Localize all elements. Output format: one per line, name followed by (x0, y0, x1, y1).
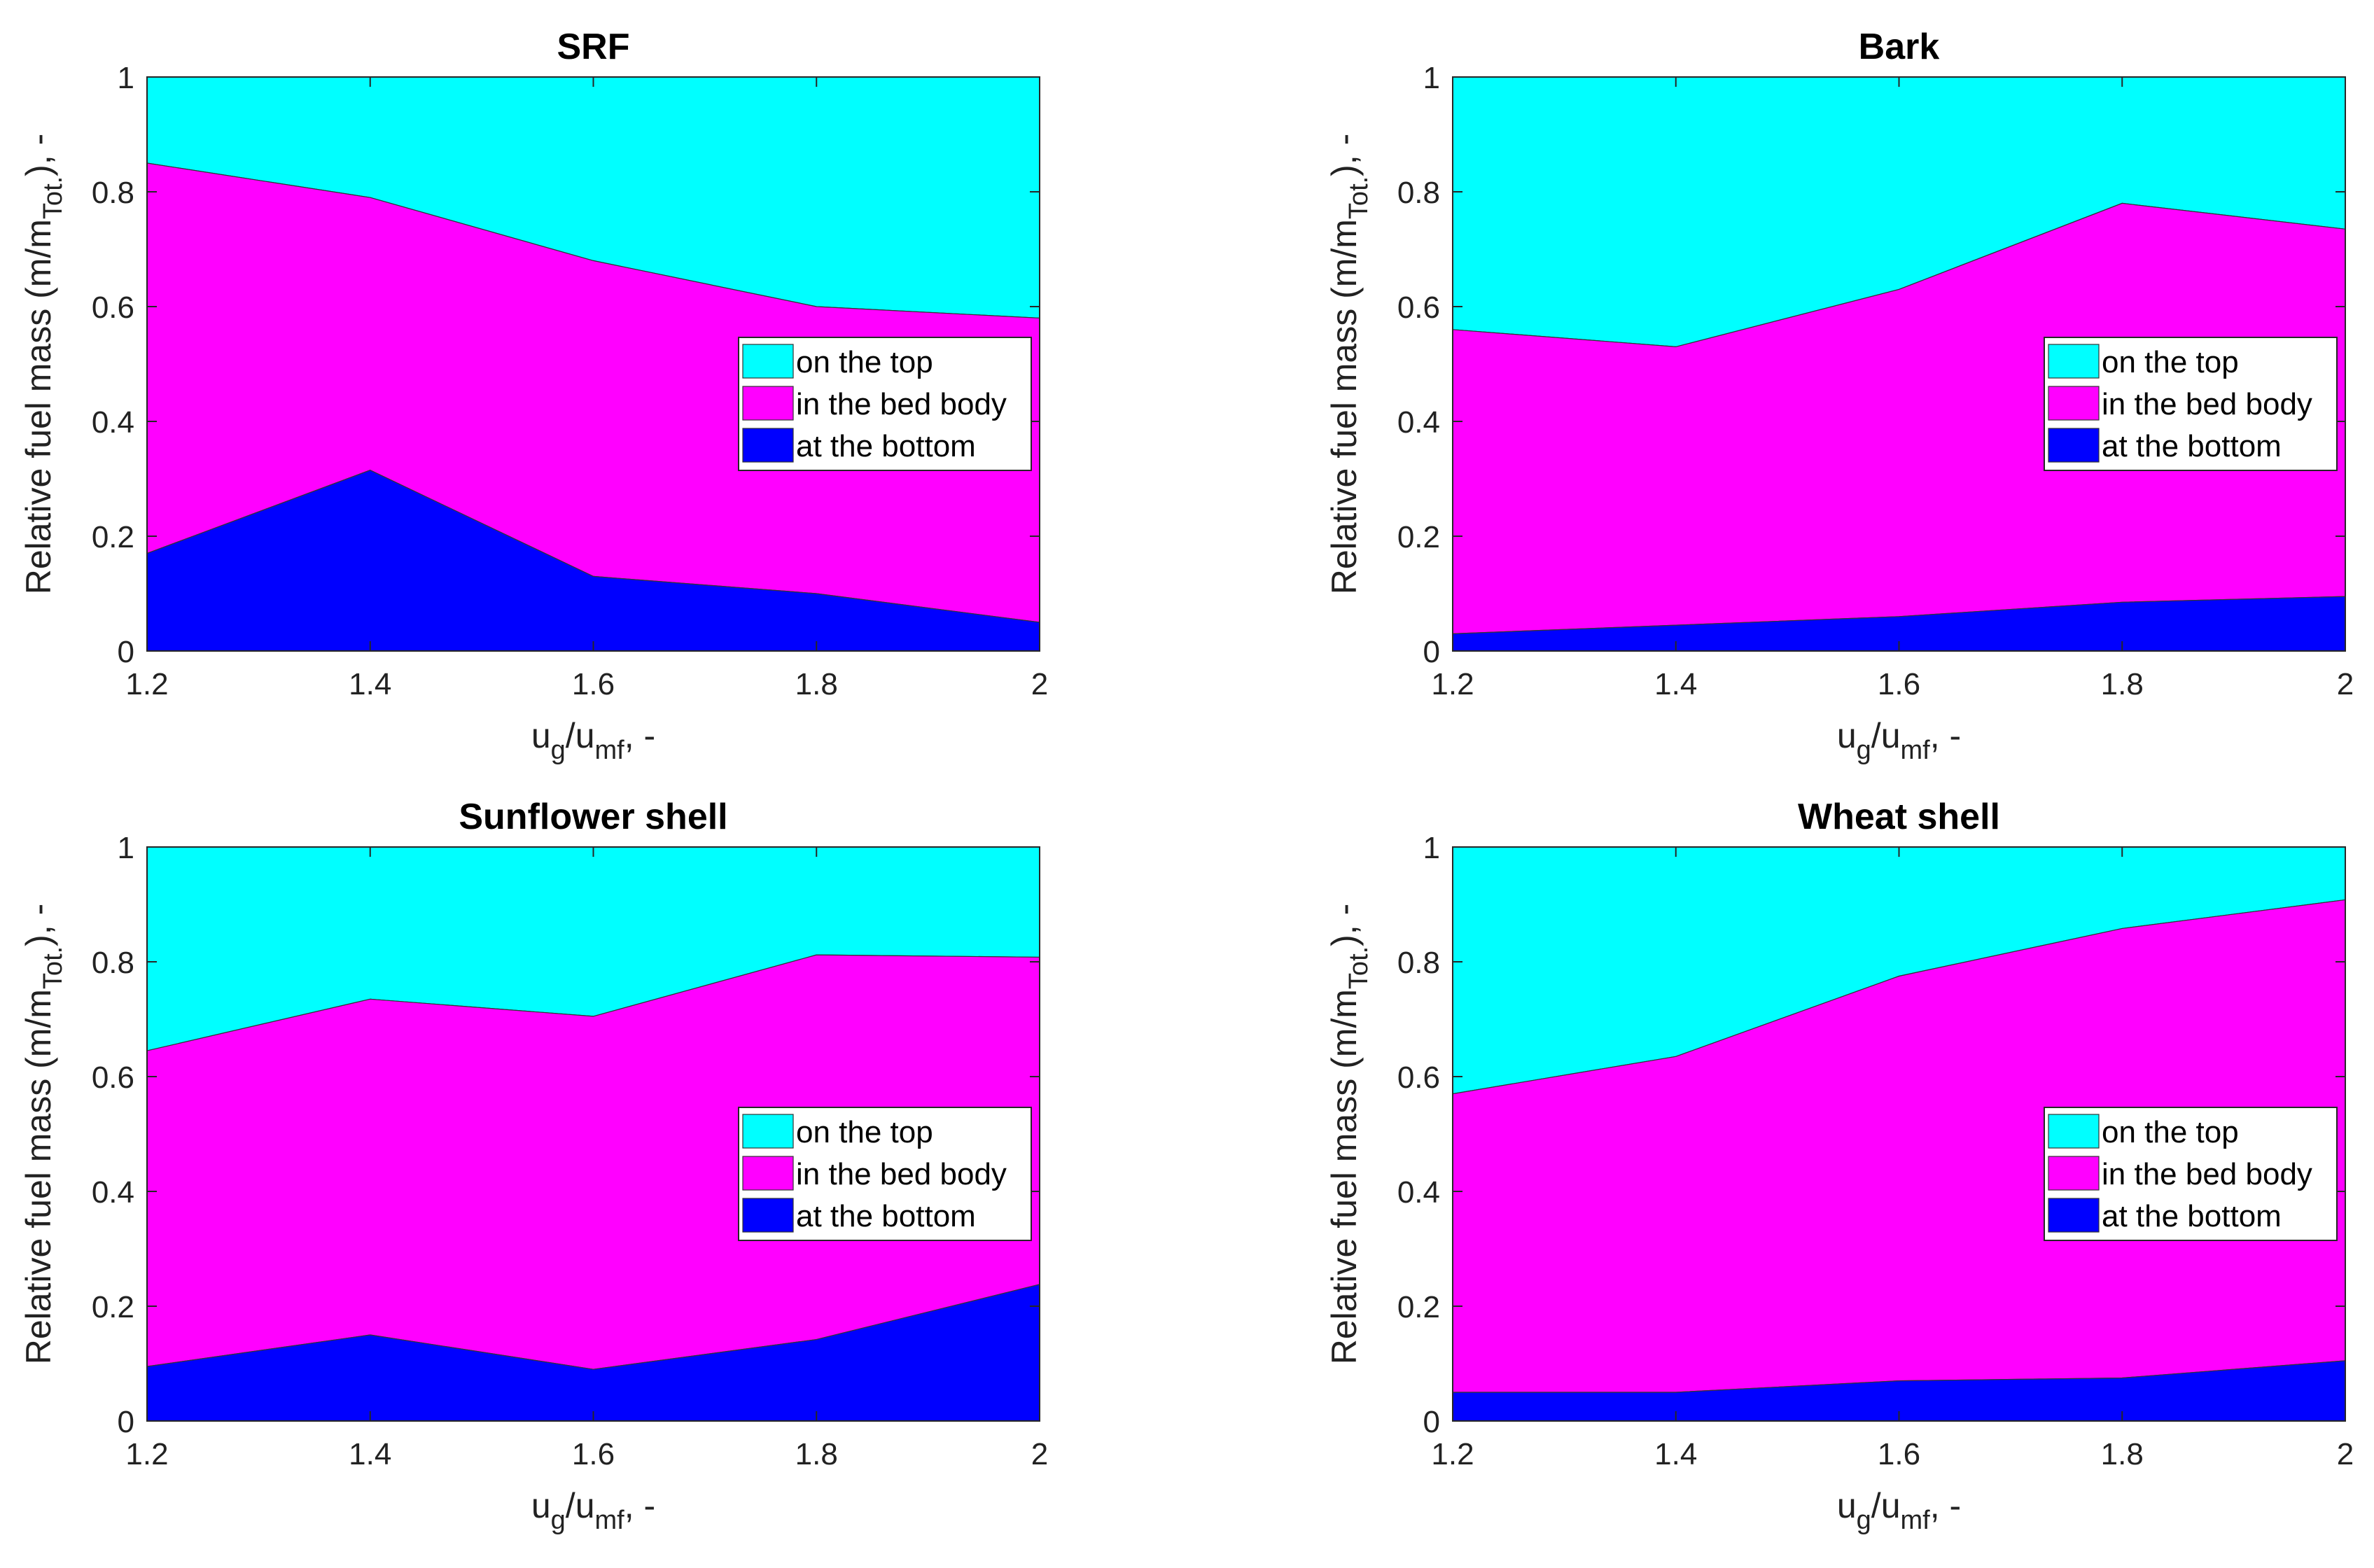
legend-swatch-on-top (2048, 344, 2100, 379)
legend-label-on-top: on the top (796, 345, 933, 379)
chart-title: Bark (1859, 27, 1940, 67)
x-axis-label: ug/umf, - (1837, 716, 1961, 765)
chart-panel-1: 1.2 1.4 1.6 1.8 2 0 0.2 0.4 0.6 0.8 1 SRF ug/umf, - R… (19, 27, 1048, 765)
chart-grid: 1.2 1.4 1.6 1.8 2 0 0.2 0.4 0.6 0.8 1 SRF ug/umf, - R… (19, 27, 2354, 1535)
legend-swatch-bottom (2048, 1198, 2100, 1233)
x-axis-label: ug/umf, - (531, 716, 655, 765)
y-tick-label: 0.2 (1397, 520, 1440, 554)
legend-swatch-on-top (742, 1114, 794, 1149)
x-tick-label: 2 (2337, 667, 2354, 701)
x-tick-label: 1.2 (125, 667, 168, 701)
y-tick-label: 1 (1423, 61, 1440, 95)
chart-panel-4: 1.2 1.4 1.6 1.8 2 0 0.2 0.4 0.6 0.8 1 Wheat shell ug… (1325, 797, 2354, 1535)
legend-label-on-top: on the top (2102, 345, 2239, 379)
legend-swatch-bottom (742, 1198, 794, 1233)
y-tick-label: 1 (118, 61, 134, 95)
legend-swatch-bottom (2048, 428, 2100, 463)
x-tick-label: 1.4 (349, 1437, 391, 1471)
chart-title: Wheat shell (1798, 797, 2000, 837)
legend-label-bottom: at the bottom (796, 429, 976, 463)
legend-label-bed-body: in the bed body (2102, 1157, 2312, 1191)
legend-label-on-top: on the top (2102, 1115, 2239, 1149)
legend-label-bottom: at the bottom (2102, 1199, 2282, 1233)
chart-panel-2: 1.2 1.4 1.6 1.8 2 0 0.2 0.4 0.6 0.8 1 Bark ug/umf, -… (1325, 27, 2354, 765)
x-axis-label: ug/umf, - (1837, 1486, 1961, 1535)
y-axis-label: Relative fuel mass (m/mTot.), - (1325, 134, 1374, 595)
y-tick-label: 1 (1423, 831, 1440, 865)
legend-label-bed-body: in the bed body (796, 387, 1007, 421)
legend-label-on-top: on the top (796, 1115, 933, 1149)
x-tick-label: 1.2 (1431, 667, 1474, 701)
x-tick-label: 1.6 (572, 667, 615, 701)
y-tick-label: 0.8 (92, 946, 134, 980)
y-tick-label: 0.6 (1397, 1060, 1440, 1095)
x-tick-label: 1.6 (1878, 1437, 1920, 1471)
x-tick-label: 1.8 (2101, 667, 2144, 701)
legend: on the top in the bed body at the bottom (2044, 337, 2338, 471)
x-tick-label: 1.4 (1654, 1437, 1697, 1471)
x-tick-label: 1.4 (1654, 667, 1697, 701)
legend-swatch-on-top (2048, 1114, 2100, 1149)
legend-swatch-bottom (742, 428, 794, 463)
x-tick-label: 1.8 (795, 1437, 838, 1471)
x-tick-label: 1.4 (349, 667, 391, 701)
y-tick-label: 0.6 (92, 1060, 134, 1095)
y-axis-label: Relative fuel mass (m/mTot.), - (19, 904, 68, 1365)
y-tick-label: 0.4 (1397, 1175, 1440, 1210)
x-tick-label: 1.2 (125, 1437, 168, 1471)
y-tick-label: 0.8 (1397, 946, 1440, 980)
x-tick-label: 2 (2337, 1437, 2354, 1471)
chart-title: SRF (557, 27, 630, 67)
x-tick-label: 1.6 (1878, 667, 1920, 701)
x-tick-label: 2 (1031, 1437, 1048, 1471)
x-tick-label: 1.8 (795, 667, 838, 701)
y-tick-label: 0.4 (1397, 405, 1440, 440)
legend-label-bed-body: in the bed body (2102, 387, 2312, 421)
y-tick-label: 0 (1423, 635, 1440, 669)
x-axis-label: ug/umf, - (531, 1486, 655, 1535)
x-tick-label: 2 (1031, 667, 1048, 701)
legend-swatch-bed-body (2048, 386, 2100, 421)
legend-label-bed-body: in the bed body (796, 1157, 1007, 1191)
y-tick-label: 0.4 (92, 1175, 134, 1210)
y-tick-label: 0 (118, 635, 134, 669)
x-tick-label: 1.2 (1431, 1437, 1474, 1471)
y-tick-label: 0.2 (92, 520, 134, 554)
chart-panel-3: 1.2 1.4 1.6 1.8 2 0 0.2 0.4 0.6 0.8 1 Sunflower she… (19, 797, 1048, 1535)
legend: on the top in the bed body at the bottom (738, 1107, 1032, 1241)
y-tick-label: 0.2 (92, 1290, 134, 1324)
legend-label-bottom: at the bottom (796, 1199, 976, 1233)
legend-label-bottom: at the bottom (2102, 429, 2282, 463)
legend: on the top in the bed body at the bottom (738, 337, 1032, 471)
y-tick-label: 1 (118, 831, 134, 865)
legend: on the top in the bed body at the bottom (2044, 1107, 2338, 1241)
y-tick-label: 0 (118, 1405, 134, 1439)
x-tick-label: 1.6 (572, 1437, 615, 1471)
y-tick-label: 0 (1423, 1405, 1440, 1439)
chart-title: Sunflower shell (459, 797, 727, 837)
y-tick-label: 0.8 (92, 176, 134, 210)
legend-swatch-bed-body (742, 386, 794, 421)
y-axis-label: Relative fuel mass (m/mTot.), - (1325, 904, 1374, 1365)
legend-swatch-bed-body (742, 1156, 794, 1191)
y-tick-label: 0.8 (1397, 176, 1440, 210)
legend-swatch-bed-body (2048, 1156, 2100, 1191)
x-tick-label: 1.8 (2101, 1437, 2144, 1471)
y-tick-label: 0.2 (1397, 1290, 1440, 1324)
legend-swatch-on-top (742, 344, 794, 379)
y-tick-label: 0.4 (92, 405, 134, 440)
y-tick-label: 0.6 (1397, 290, 1440, 325)
y-tick-label: 0.6 (92, 290, 134, 325)
y-axis-label: Relative fuel mass (m/mTot.), - (19, 134, 68, 595)
